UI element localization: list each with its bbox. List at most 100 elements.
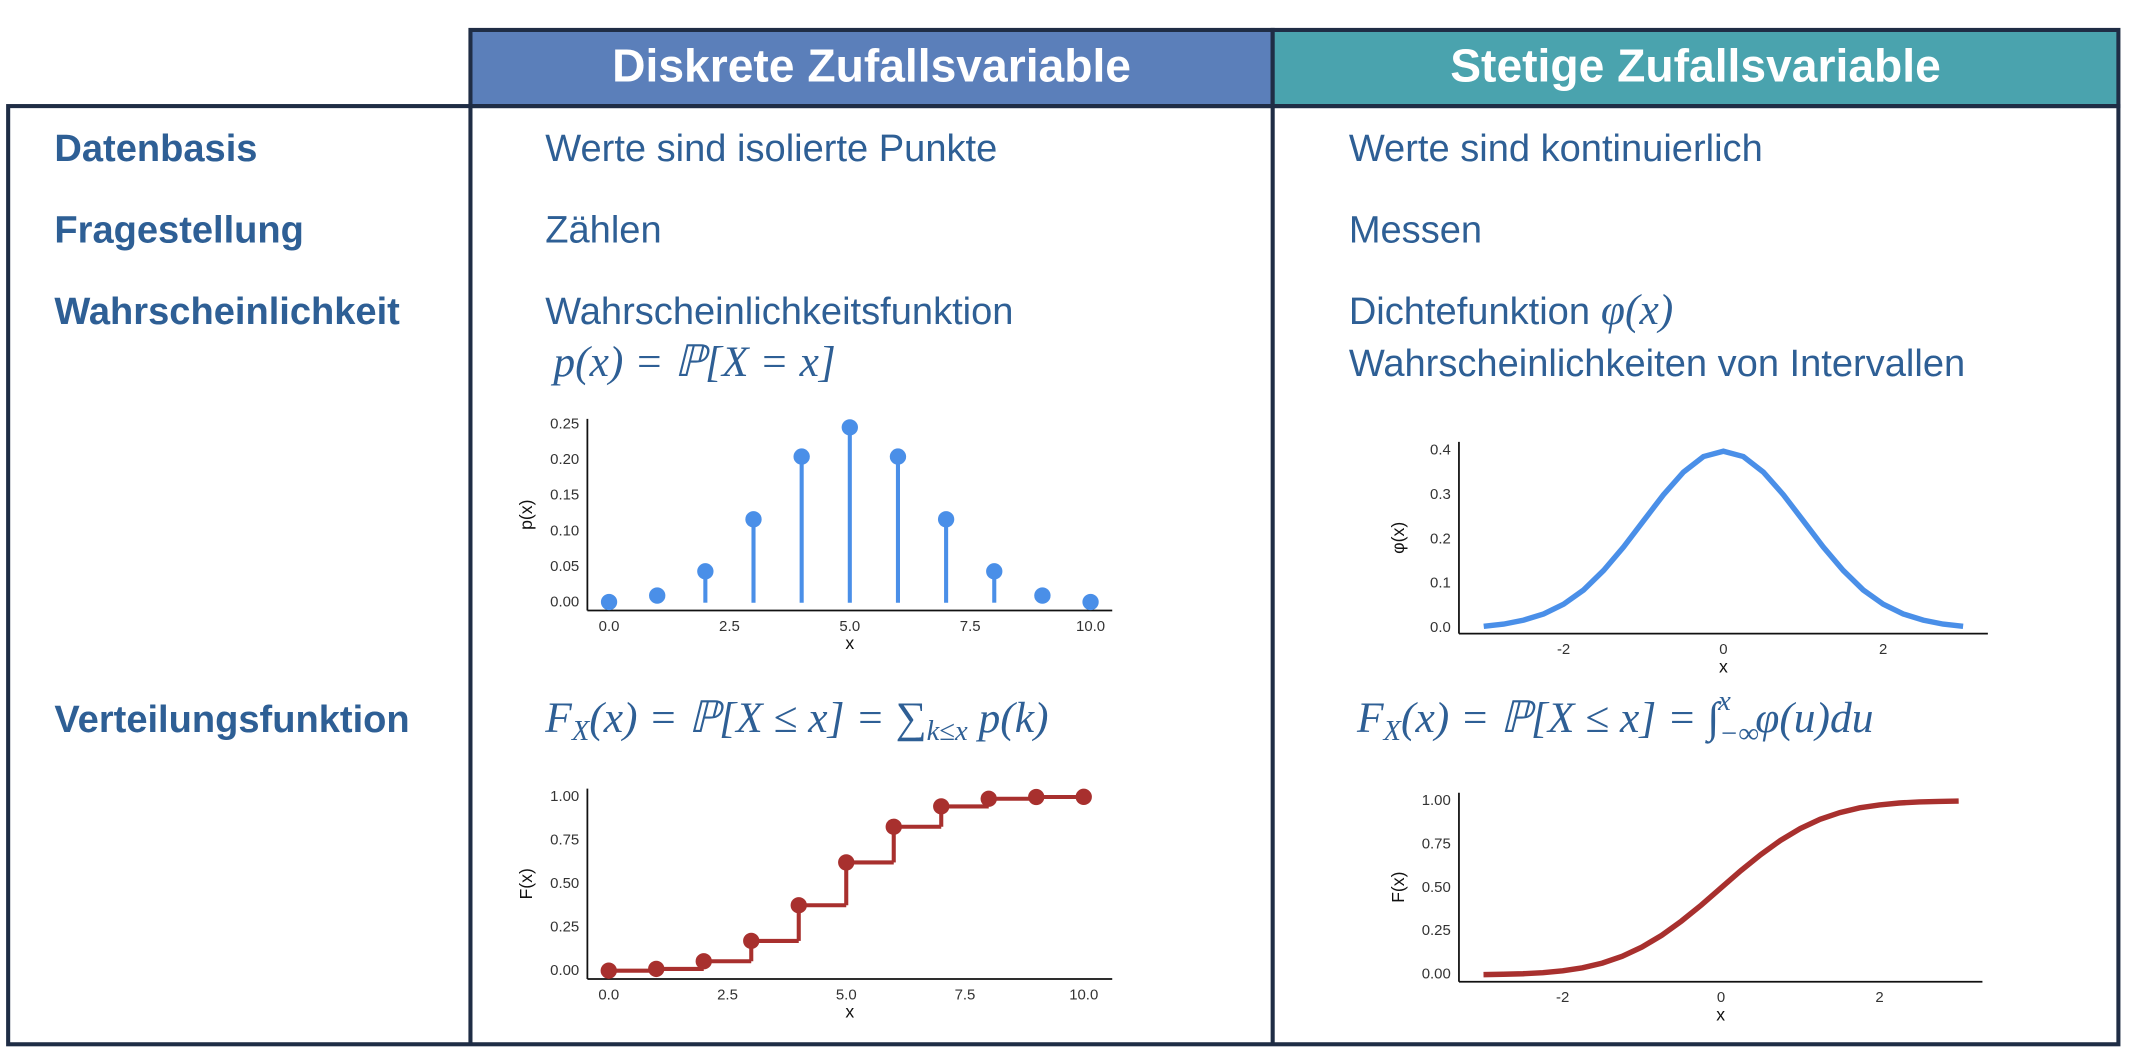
- x-tick-label: 7.5: [955, 986, 976, 1003]
- x-tick-label: 10.0: [1069, 986, 1098, 1003]
- cell-text: Dichtefunktion φ(x): [1349, 286, 1673, 334]
- table-border: [6, 104, 2121, 1047]
- y-tick-label: 0.2: [1430, 530, 1451, 547]
- x-tick-label: 0: [1719, 641, 1727, 658]
- y-tick-label: 0.75: [550, 831, 579, 848]
- y-tick-label: 0.50: [1422, 879, 1451, 896]
- x-tick-label: -2: [1557, 641, 1570, 658]
- x-axis-label: x: [1716, 1004, 1725, 1024]
- stem-point: [697, 563, 714, 580]
- x-tick-label: 2: [1875, 989, 1883, 1006]
- stem-point: [745, 511, 762, 528]
- cell-text: Messen: [1349, 210, 1482, 252]
- y-tick-label: 0.25: [550, 918, 579, 935]
- row-label: Fragestellung: [54, 210, 304, 252]
- formula-part: φ(u)du: [1755, 694, 1873, 742]
- header-cell: [1270, 27, 2121, 109]
- y-tick-label: 0.00: [1422, 966, 1451, 983]
- cell-text: Werte sind isolierte Punkte: [545, 128, 997, 170]
- cell-text: Dichtefunktion: [1349, 291, 1590, 333]
- x-axis-label: x: [1719, 656, 1728, 676]
- x-tick-label: 10.0: [1076, 618, 1105, 635]
- formula-part: F: [544, 694, 572, 742]
- line: [1483, 448, 1964, 630]
- x-tick-label: 0.0: [598, 986, 619, 1003]
- y-axis-label: φ(x): [1388, 522, 1408, 554]
- x-tick-label: 0: [1717, 989, 1725, 1006]
- line: [1483, 798, 1959, 978]
- header-text: Stetige Zufallsvariable: [1450, 40, 1941, 92]
- y-tick-label: 1.00: [550, 788, 579, 805]
- formula: p(x) = ℙ[X = x]: [550, 338, 835, 386]
- step-point: [838, 854, 855, 871]
- formula-part: F: [1356, 694, 1384, 742]
- y-tick-label: 0.05: [550, 558, 579, 575]
- stem-point: [649, 587, 666, 604]
- y-tick-label: 0.00: [550, 962, 579, 979]
- y-tick-label: 0.0: [1430, 619, 1451, 636]
- stem-point: [600, 593, 618, 611]
- header-text: Diskrete Zufallsvariable: [612, 40, 1131, 92]
- formula-part: (x) = ℙ[X ≤ x] = ∫: [1401, 694, 1722, 744]
- step-point: [695, 953, 712, 970]
- step-point: [1075, 788, 1092, 805]
- x-tick-label: 2.5: [717, 986, 738, 1003]
- row-label: Wahrscheinlichkeit: [54, 291, 400, 333]
- formula: FX(x) = ℙ[X ≤ x] = ∫−∞x φ(u)du: [1356, 686, 1874, 750]
- stem-point: [1034, 587, 1051, 604]
- y-tick-label: 0.15: [550, 487, 579, 504]
- stem-point: [841, 419, 858, 436]
- stem-point: [937, 511, 955, 528]
- step-point: [1028, 788, 1045, 806]
- formula-sub: X: [571, 715, 591, 746]
- cell-text: Zählen: [545, 210, 661, 252]
- y-tick-label: 1.00: [1422, 792, 1451, 809]
- formula: φ(x): [1601, 286, 1673, 334]
- row-label: Datenbasis: [54, 128, 257, 170]
- cell-text: Wahrscheinlichkeiten von Intervallen: [1349, 343, 1965, 385]
- stem-point: [793, 448, 810, 465]
- y-tick-label: 0.10: [550, 522, 579, 539]
- cell-text: Werte sind kontinuierlich: [1349, 128, 1763, 170]
- step-point: [885, 818, 902, 835]
- step-point: [600, 962, 617, 979]
- stem-point: [986, 563, 1003, 580]
- x-tick-label: 5.0: [836, 986, 857, 1003]
- formula-part: (x) = ℙ[X ≤ x] = ∑: [589, 694, 926, 742]
- y-axis-label: F(x): [516, 868, 536, 899]
- header-cell: [468, 27, 1275, 109]
- formula-sub: −∞: [1719, 718, 1759, 749]
- formula: FX(x) = ℙ[X ≤ x] = ∑k≤x p(k): [544, 694, 1048, 746]
- stem-point: [889, 448, 907, 465]
- formula-sub: k≤x: [927, 715, 968, 746]
- x-tick-label: 2: [1879, 641, 1887, 658]
- cell-text: Wahrscheinlichkeitsfunktion: [545, 291, 1013, 333]
- formula-sup: x: [1717, 686, 1731, 717]
- y-tick-label: 0.25: [550, 415, 579, 432]
- x-axis-label: x: [845, 1002, 854, 1022]
- stem-point: [1082, 593, 1099, 611]
- x-tick-label: -2: [1556, 989, 1569, 1006]
- y-tick-label: 0.25: [1422, 922, 1451, 939]
- x-tick-label: 0.0: [599, 618, 620, 635]
- x-tick-label: 7.5: [960, 618, 981, 635]
- y-tick-label: 0.20: [550, 451, 579, 468]
- step-point: [980, 790, 997, 807]
- step-point: [743, 932, 760, 950]
- step-point: [648, 960, 665, 978]
- y-tick-label: 0.1: [1430, 575, 1451, 592]
- y-tick-label: 0.75: [1422, 835, 1451, 852]
- y-tick-label: 0.3: [1430, 486, 1451, 503]
- x-axis-label: x: [845, 633, 854, 653]
- y-tick-label: 0.00: [550, 594, 579, 611]
- step-point: [790, 897, 807, 914]
- row-label: Verteilungsfunktion: [54, 699, 409, 741]
- y-axis-label: F(x): [1388, 872, 1408, 903]
- formula-sub: X: [1383, 715, 1403, 746]
- y-tick-label: 0.50: [550, 875, 579, 892]
- y-axis-label: p(x): [516, 499, 536, 529]
- step-point: [933, 798, 950, 815]
- x-tick-label: 5.0: [839, 618, 860, 635]
- y-tick-label: 0.4: [1430, 442, 1451, 459]
